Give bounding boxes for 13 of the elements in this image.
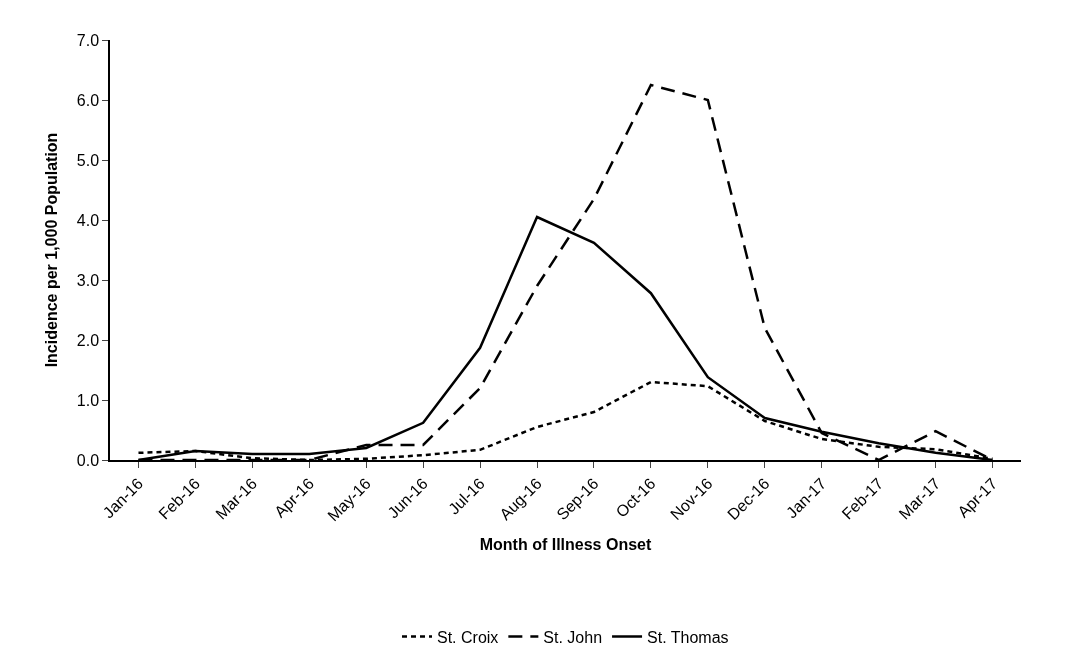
y-tick-label: 5.0 xyxy=(76,151,100,169)
y-tick-label: 0.0 xyxy=(76,451,100,469)
y-tick-label: 3.0 xyxy=(76,271,100,289)
legend-label: St. Croix xyxy=(437,628,499,646)
y-tick-label: 1.0 xyxy=(76,391,100,409)
legend-label: St. John xyxy=(543,628,603,646)
y-tick-label: 7.0 xyxy=(76,31,100,49)
legend-label: St. Thomas xyxy=(647,628,729,646)
y-tick-label: 2.0 xyxy=(76,331,100,349)
y-tick-label: 4.0 xyxy=(76,211,100,229)
y-tick-label: 6.0 xyxy=(76,91,100,109)
y-axis-title: Incidence per 1,000 Population xyxy=(43,132,61,368)
x-axis-title: Month of Illness Onset xyxy=(479,535,652,553)
